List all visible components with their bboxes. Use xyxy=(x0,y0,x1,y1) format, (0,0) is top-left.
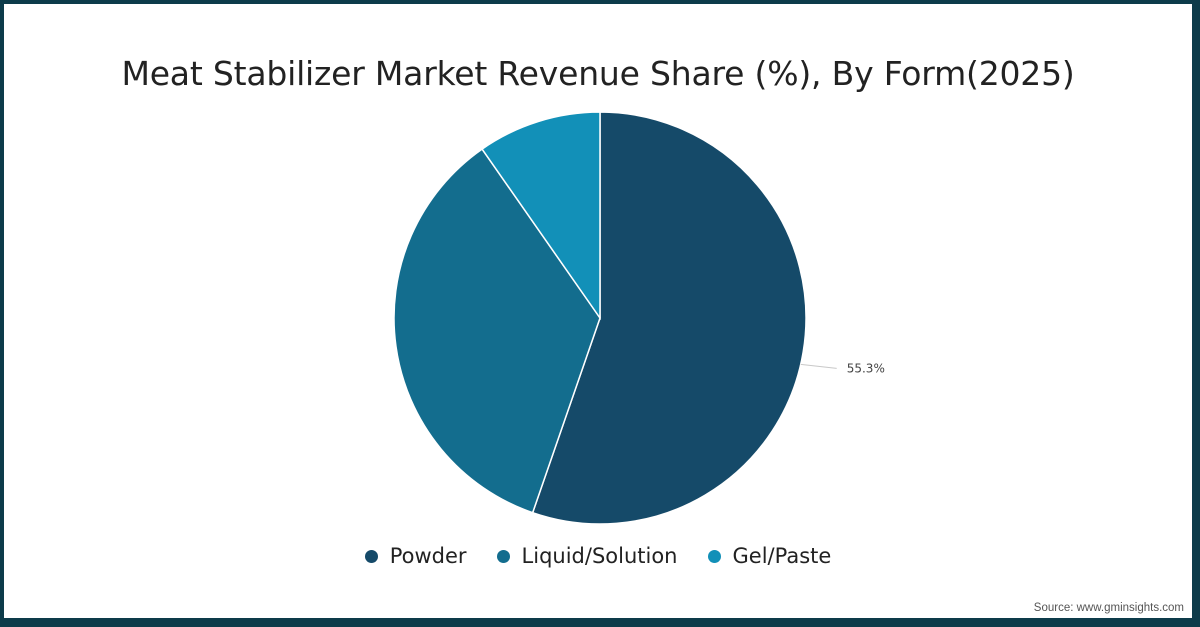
chart-frame: Meat Stabilizer Market Revenue Share (%)… xyxy=(4,4,1192,618)
label-leader-line xyxy=(800,363,837,369)
chart-legend: Powder Liquid/Solution Gel/Paste xyxy=(4,544,1192,568)
legend-label: Liquid/Solution xyxy=(521,544,678,568)
source-credit: Source: www.gminsights.com xyxy=(1033,602,1184,614)
pie-slice-powder[interactable] xyxy=(531,111,807,525)
legend-label: Powder xyxy=(389,544,467,568)
data-label: 55.3% xyxy=(847,361,885,375)
pie-slice-gel-paste[interactable] xyxy=(481,111,601,321)
legend-dot-icon xyxy=(364,549,378,563)
legend-item-gel-paste[interactable]: Gel/Paste xyxy=(707,544,832,568)
legend-label: Gel/Paste xyxy=(732,544,832,568)
pie-chart: 55.3% xyxy=(393,111,885,525)
pie-slice-liquid-solution[interactable] xyxy=(393,148,601,514)
legend-dot-icon xyxy=(707,549,721,563)
legend-dot-icon xyxy=(496,549,510,563)
legend-item-liquid-solution[interactable]: Liquid/Solution xyxy=(496,544,678,568)
chart-title: Meat Stabilizer Market Revenue Share (%)… xyxy=(121,54,1075,93)
legend-item-powder[interactable]: Powder xyxy=(364,544,467,568)
